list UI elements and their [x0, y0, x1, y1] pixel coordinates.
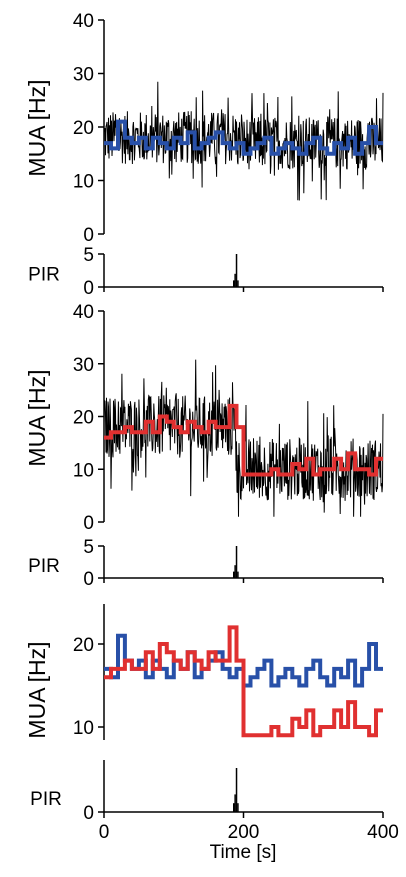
panel-a-ytick-label: 30 [73, 65, 94, 86]
panel-a-pir-ytick-label: 0 [83, 278, 94, 299]
panel-a-ytick-label: 40 [73, 11, 94, 32]
panel-c-xtick-label: 200 [228, 822, 260, 843]
panel-a-ytick-label: 20 [73, 118, 94, 139]
panel-a-smoothed-trace-1 [104, 119, 383, 156]
panel-b-raw-trace [103, 359, 384, 517]
panel-b-ytick-label: 10 [73, 460, 94, 481]
panel-a-raw-trace [103, 81, 384, 201]
panel-c-ylabel: MUA [Hz] [24, 641, 50, 738]
panel-c-ytick-label: 20 [73, 635, 94, 656]
panel-b-pir-ytick-label: 5 [83, 537, 94, 558]
panel-a-ytick-label: 0 [83, 225, 94, 246]
panel-b-ytick-label: 20 [73, 408, 94, 429]
panel-b-ytick-label: 30 [73, 355, 94, 376]
panel-b-pir-label: PIR [28, 556, 60, 577]
panel-b-ytick-label: 0 [83, 513, 94, 534]
panel-a-pir-label: PIR [28, 265, 60, 286]
panel-b-ytick-label: 40 [73, 302, 94, 323]
panel-c-xtick-label: 0 [99, 822, 110, 843]
panel-c-ytick-label: 10 [73, 718, 94, 739]
panel-a-pir-ytick-label: 5 [83, 245, 94, 266]
panel-c-smoothed-trace-2 [104, 625, 383, 738]
panel-c-xtick-label: 400 [367, 822, 399, 843]
panel-a-ytick-label: 10 [73, 172, 94, 193]
panel-c-pir-label: PIR [30, 789, 62, 810]
panel-c-xlabel: Time [s] [210, 842, 277, 863]
panel-b-smoothed-trace-1 [104, 403, 383, 477]
panel-c-pir-ytick-label: 0 [83, 803, 94, 824]
panel-b-pir-ytick-label: 0 [83, 569, 94, 590]
panel-b-ylabel: MUA [Hz] [24, 369, 50, 466]
panel-a-ylabel: MUA [Hz] [24, 79, 50, 176]
